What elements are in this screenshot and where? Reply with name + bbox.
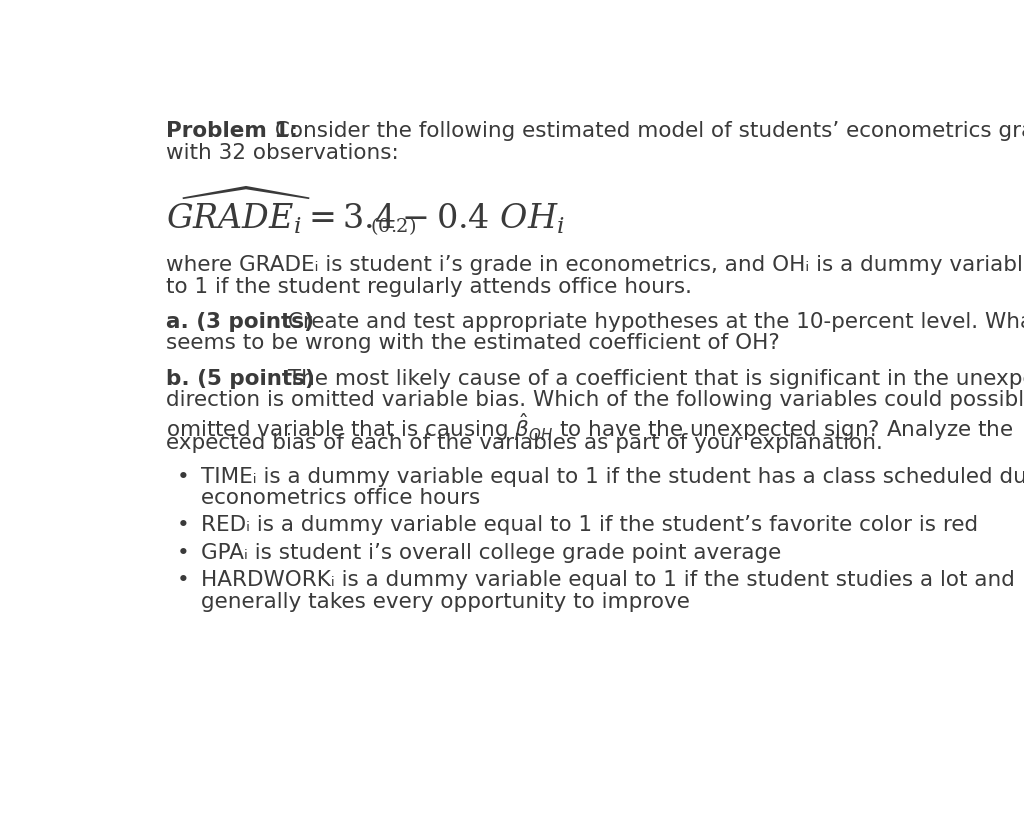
Text: Create and test appropriate hypotheses at the 10-percent level. What: Create and test appropriate hypotheses a… xyxy=(281,313,1024,332)
Text: HARDWORKᵢ is a dummy variable equal to 1 if the student studies a lot and: HARDWORKᵢ is a dummy variable equal to 1… xyxy=(201,571,1015,590)
Text: Consider the following estimated model of students’ econometrics grades,: Consider the following estimated model o… xyxy=(268,122,1024,142)
Text: seems to be wrong with the estimated coefficient of OH?: seems to be wrong with the estimated coe… xyxy=(166,334,780,354)
Text: $(0.2)$: $(0.2)$ xyxy=(370,215,416,237)
Text: a. (3 points): a. (3 points) xyxy=(166,313,314,332)
Text: expected bias of each of the variables as part of your explanation.: expected bias of each of the variables a… xyxy=(166,433,883,453)
Text: generally takes every opportunity to improve: generally takes every opportunity to imp… xyxy=(201,592,690,612)
Text: where GRADEᵢ is student i’s grade in econometrics, and OHᵢ is a dummy variable e: where GRADEᵢ is student i’s grade in eco… xyxy=(166,256,1024,276)
Text: REDᵢ is a dummy variable equal to 1 if the student’s favorite color is red: REDᵢ is a dummy variable equal to 1 if t… xyxy=(201,515,978,535)
Text: omitted variable that is causing $\hat{\beta}_{OH}$ to have the unexpected sign?: omitted variable that is causing $\hat{\… xyxy=(166,411,1014,443)
Text: econometrics office hours: econometrics office hours xyxy=(201,489,480,509)
Text: GPAᵢ is student i’s overall college grade point average: GPAᵢ is student i’s overall college grad… xyxy=(201,542,781,562)
Text: The most likely cause of a coefficient that is significant in the unexpected: The most likely cause of a coefficient t… xyxy=(282,369,1024,389)
Text: •: • xyxy=(177,571,190,590)
Text: $\widehat{GRADE}_i = 3.4 - 0.4\ OH_i$: $\widehat{GRADE}_i = 3.4 - 0.4\ OH_i$ xyxy=(166,184,564,236)
Text: •: • xyxy=(177,542,190,562)
Text: to 1 if the student regularly attends office hours.: to 1 if the student regularly attends of… xyxy=(166,277,692,297)
Text: Problem 1:: Problem 1: xyxy=(166,122,298,142)
Text: b. (5 points): b. (5 points) xyxy=(166,369,315,389)
Text: TIMEᵢ is a dummy variable equal to 1 if the student has a class scheduled during: TIMEᵢ is a dummy variable equal to 1 if … xyxy=(201,467,1024,487)
Text: direction is omitted variable bias. Which of the following variables could possi: direction is omitted variable bias. Whic… xyxy=(166,391,1024,411)
Text: •: • xyxy=(177,515,190,535)
Text: with 32 observations:: with 32 observations: xyxy=(166,142,398,163)
Text: •: • xyxy=(177,467,190,487)
